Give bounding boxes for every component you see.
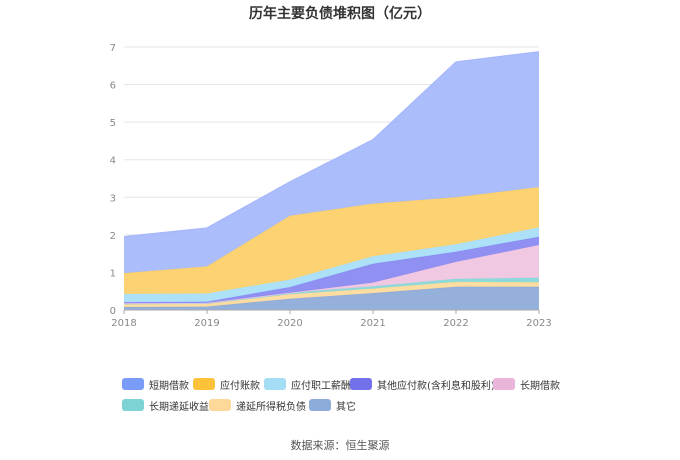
y-tick-label: 1 <box>110 268 116 279</box>
area-series[interactable] <box>124 227 539 303</box>
legend-swatch <box>122 378 144 390</box>
legend-label: 长期借款 <box>520 380 560 392</box>
y-tick-label: 4 <box>110 156 116 167</box>
legend-item-deferred-income[interactable]: 长期递延收益 <box>122 398 209 413</box>
legend-swatch <box>193 378 215 390</box>
area-series[interactable] <box>124 51 539 274</box>
data-source-note: 数据来源：恒生聚源 <box>290 439 390 452</box>
legend-swatch <box>350 378 372 390</box>
y-tick-label: 6 <box>110 81 116 92</box>
legend-label: 应付账款 <box>220 380 260 392</box>
x-tick-label: 2023 <box>526 318 551 329</box>
legend-item-deferred-tax[interactable]: 递延所得税负债 <box>209 398 306 413</box>
legend-label: 长期递延收益 <box>149 401 209 413</box>
x-tick-label: 2018 <box>111 318 136 329</box>
legend-label: 其它 <box>336 401 356 413</box>
legend-item-accounts-payable[interactable]: 应付账款 <box>193 377 260 392</box>
y-tick-label: 5 <box>110 118 116 129</box>
area-series[interactable] <box>124 187 539 294</box>
area-series[interactable] <box>124 286 539 310</box>
x-tick-label: 2022 <box>443 318 468 329</box>
y-tick-label: 0 <box>110 306 116 317</box>
area-series[interactable] <box>124 245 539 304</box>
x-tick-label: 2020 <box>277 318 302 329</box>
legend-swatch <box>493 378 515 390</box>
legend-swatch <box>309 399 331 411</box>
legend-item-long-term-loans[interactable]: 长期借款 <box>493 377 560 392</box>
legend-label: 递延所得税负债 <box>236 401 306 413</box>
area-series-line <box>123 226 540 295</box>
x-tick-label: 2021 <box>360 318 385 329</box>
chart-title: 历年主要负债堆积图（亿元） <box>249 6 431 22</box>
x-tick-label: 2019 <box>194 318 219 329</box>
legend-item-other-payables[interactable]: 其他应付款(含利息和股利) <box>350 377 495 392</box>
legend-label: 短期借款 <box>149 380 189 392</box>
legend-swatch <box>122 399 144 411</box>
area-series[interactable] <box>124 281 539 307</box>
legend-label: 应付职工薪酬 <box>291 380 351 392</box>
y-tick-label: 2 <box>110 231 116 242</box>
legend-item-employee-payables[interactable]: 应付职工薪酬 <box>264 377 351 392</box>
legend-label: 其他应付款(含利息和股利) <box>377 380 495 392</box>
area-series[interactable] <box>124 277 539 305</box>
legend-swatch <box>209 399 231 411</box>
legend-item-short-term-loans[interactable]: 短期借款 <box>122 377 189 392</box>
y-tick-label: 7 <box>110 43 116 54</box>
area-series-line <box>123 51 540 238</box>
y-tick-label: 3 <box>110 193 116 204</box>
legend-item-other[interactable]: 其它 <box>309 398 356 413</box>
legend-swatch <box>264 378 286 390</box>
